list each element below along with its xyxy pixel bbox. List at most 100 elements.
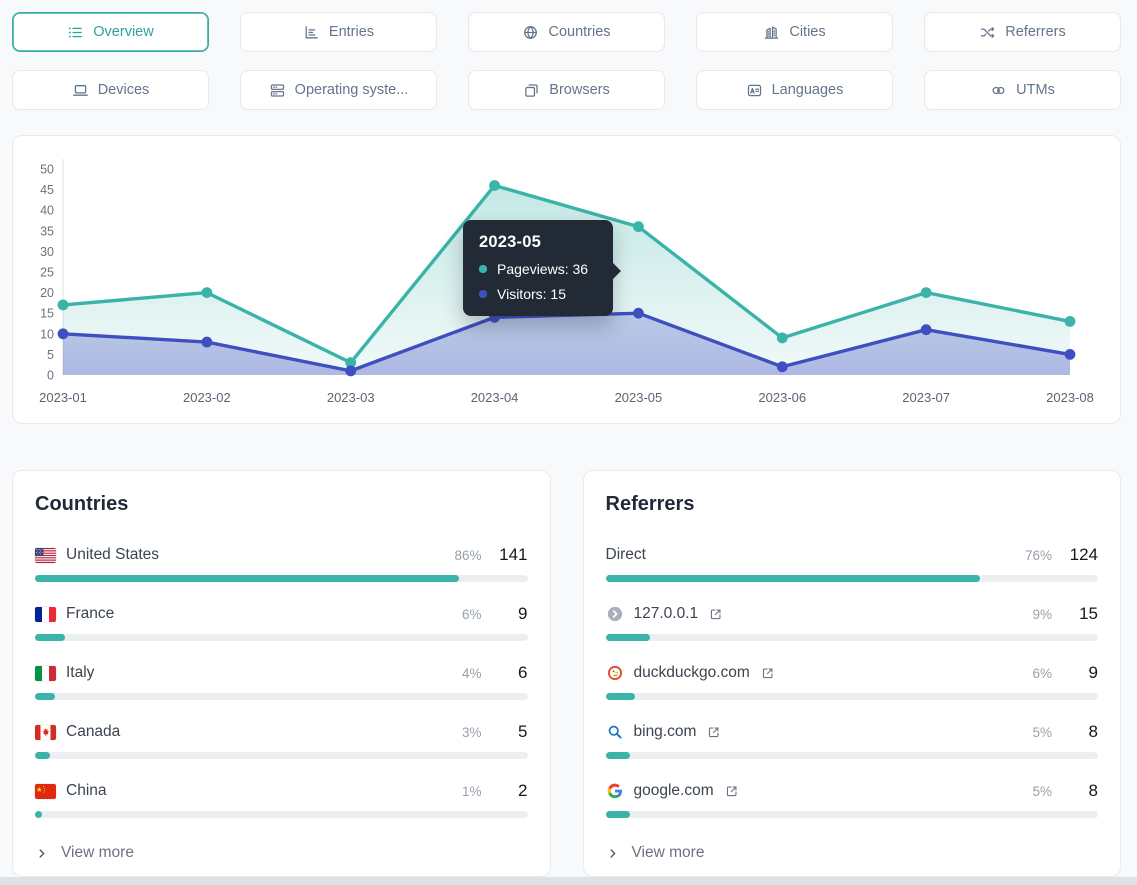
row-percent: 5% xyxy=(1032,783,1052,799)
chevron-right-icon xyxy=(35,847,48,860)
row-percent: 86% xyxy=(454,547,482,563)
tab-entries[interactable]: Entries xyxy=(240,12,437,52)
svg-text:30: 30 xyxy=(40,245,54,259)
tab-label: Operating syste... xyxy=(294,82,409,98)
cn-flag xyxy=(35,783,56,799)
tab-label: Entries xyxy=(328,24,375,40)
referrers-title: Referrers xyxy=(605,493,695,515)
row-name: China xyxy=(66,782,107,799)
window-stack-icon xyxy=(523,82,540,99)
row-percent: 5% xyxy=(1032,724,1052,740)
row-name: bing.com xyxy=(633,723,697,740)
tab-referrers[interactable]: Referrers xyxy=(924,12,1121,52)
breakdown-cards: Countries United States 86% 141 France 6% 9 It… xyxy=(12,470,1121,877)
tab-countries[interactable]: Countries xyxy=(468,12,665,52)
countrie-row: Canada 3% 5 xyxy=(35,721,528,759)
row-count: 8 xyxy=(1088,722,1098,741)
row-name: 127.0.0.1 xyxy=(633,605,699,622)
row-count: 9 xyxy=(518,604,528,623)
countries-view-more-button[interactable]: View more xyxy=(35,844,528,862)
row-label: China xyxy=(35,782,462,800)
external-link-icon[interactable] xyxy=(709,607,723,621)
external-link-icon[interactable] xyxy=(725,784,739,798)
row-label: Canada xyxy=(35,723,462,741)
shuffle-icon xyxy=(979,24,996,41)
tab-label: Devices xyxy=(97,82,150,98)
tab-cities[interactable]: Cities xyxy=(696,12,893,52)
referrer-row: 127.0.0.1 9% 15 xyxy=(605,603,1098,641)
link-icon xyxy=(990,82,1007,99)
default-favicon xyxy=(606,605,624,623)
progress-bar xyxy=(605,634,1098,641)
tooltip-row: Visitors: 15 xyxy=(479,286,597,302)
countrie-row: France 6% 9 xyxy=(35,603,528,641)
referrer-row: duckduckgo.com 6% 9 xyxy=(605,662,1098,700)
row-count: 124 xyxy=(1069,545,1098,564)
traffic-chart-card: 0 5 10 15 20 25 30 35 40 45 50 2023-01 2023-02 2023-0… xyxy=(12,135,1121,424)
google-favicon xyxy=(606,782,624,800)
tab-devices[interactable]: Devices xyxy=(12,70,209,110)
progress-bar xyxy=(605,575,1098,582)
series-color-chip xyxy=(479,265,487,273)
row-count: 8 xyxy=(1088,781,1098,800)
progress-bar xyxy=(605,752,1098,759)
tab-utms[interactable]: UTMs xyxy=(924,70,1121,110)
external-link-icon[interactable] xyxy=(761,666,775,680)
svg-text:2023-08: 2023-08 xyxy=(1046,390,1094,405)
row-name: duckduckgo.com xyxy=(633,664,750,681)
referrer-row: bing.com 5% 8 xyxy=(605,721,1098,759)
row-label: bing.com xyxy=(606,723,1033,741)
tab-label: UTMs xyxy=(1016,82,1055,98)
tooltip-row-text: Visitors: 15 xyxy=(497,286,566,302)
svg-text:2023-01: 2023-01 xyxy=(39,390,87,405)
countrie-row: United States 86% 141 xyxy=(35,544,528,582)
row-percent: 4% xyxy=(461,665,482,681)
countries-rows: United States 86% 141 France 6% 9 Italy 4% 6 Cana… xyxy=(35,544,528,818)
row-label: Italy xyxy=(35,664,462,682)
tab-browsers[interactable]: Browsers xyxy=(468,70,665,110)
tooltip-row: Pageviews: 36 xyxy=(479,261,597,277)
countries-card: Countries United States 86% 141 France 6% 9 It… xyxy=(12,470,551,877)
it-flag xyxy=(35,665,56,681)
list-icon xyxy=(67,24,84,41)
svg-text:35: 35 xyxy=(40,224,54,238)
svg-text:0: 0 xyxy=(47,369,54,383)
tab-label: Languages xyxy=(771,82,844,98)
row-count: 141 xyxy=(499,545,528,564)
svg-text:2023-05: 2023-05 xyxy=(615,390,663,405)
row-name: google.com xyxy=(633,782,714,799)
ca-flag xyxy=(35,724,56,740)
server-stack-icon xyxy=(269,82,286,99)
us-flag xyxy=(35,547,56,563)
tab-languages[interactable]: Languages xyxy=(696,70,893,110)
buildings-icon xyxy=(763,24,780,41)
external-link-icon[interactable] xyxy=(707,725,721,739)
svg-text:15: 15 xyxy=(40,307,54,321)
duckduckgo-favicon xyxy=(606,664,624,682)
progress-bar xyxy=(605,811,1098,818)
countries-title: Countries xyxy=(35,493,129,515)
referrer-row: Direct 76% 124 xyxy=(605,544,1098,582)
progress-bar xyxy=(35,693,528,700)
bing-favicon xyxy=(606,723,624,741)
row-count: 5 xyxy=(518,722,528,741)
svg-text:2023-07: 2023-07 xyxy=(902,390,950,405)
progress-bar xyxy=(35,634,528,641)
svg-text:45: 45 xyxy=(40,183,54,197)
analytics-nav: Overview Entries Countries Cities Referrers D… xyxy=(12,12,1121,110)
tab-label: Referrers xyxy=(1005,24,1066,40)
row-percent: 9% xyxy=(1032,606,1052,622)
svg-text:2023-06: 2023-06 xyxy=(758,390,806,405)
row-count: 6 xyxy=(518,663,528,682)
laptop-icon xyxy=(72,82,89,99)
referrers-view-more-button[interactable]: View more xyxy=(606,844,1099,862)
row-percent: 1% xyxy=(461,783,482,799)
chart-tooltip: 2023-05 Pageviews: 36 Visitors: 15 xyxy=(463,220,621,316)
tab-overview[interactable]: Overview xyxy=(12,12,209,52)
progress-bar xyxy=(35,752,528,759)
tab-operating-syste[interactable]: Operating syste... xyxy=(240,70,437,110)
svg-text:50: 50 xyxy=(40,163,54,177)
countrie-row: Italy 4% 6 xyxy=(35,662,528,700)
tooltip-title: 2023-05 xyxy=(479,233,541,251)
svg-text:10: 10 xyxy=(40,327,54,341)
